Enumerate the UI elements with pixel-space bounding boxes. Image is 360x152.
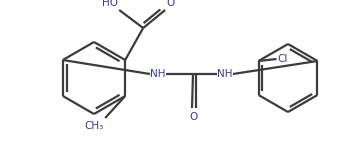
Text: O: O [166,0,175,8]
Text: CH₃: CH₃ [84,121,103,131]
Text: HO: HO [102,0,118,8]
Text: Cl: Cl [278,54,288,64]
Text: NH: NH [217,69,233,79]
Text: NH: NH [150,69,166,79]
Text: O: O [189,112,197,122]
